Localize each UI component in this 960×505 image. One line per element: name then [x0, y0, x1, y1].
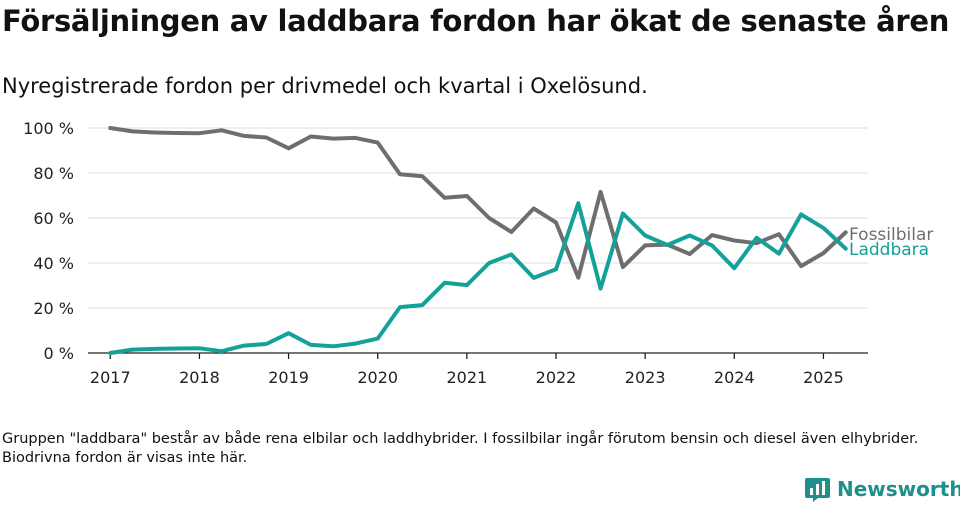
newsworthy-logo[interactable]: Newsworthy: [804, 474, 960, 504]
series-label-laddbara: Laddbara: [849, 240, 929, 260]
x-tick-label: 2025: [803, 368, 844, 387]
line-chart: 0 % 20 % 40 % 60 % 80 % 100 % 2017 2018 2019 2020…: [23, 119, 933, 387]
y-tick-label: 60 %: [33, 209, 74, 228]
chart-subtitle: Nyregistrerade fordon per drivmedel och …: [2, 74, 648, 98]
logo-text: Newsworthy: [837, 477, 960, 501]
y-tick-label: 20 %: [33, 299, 74, 318]
x-tick-label: 2018: [179, 368, 220, 387]
x-tick-label: 2020: [357, 368, 398, 387]
series-line-laddbara: [108, 201, 848, 355]
chart-title: Försäljningen av laddbara fordon har öka…: [2, 4, 950, 38]
x-tick-label: 2023: [625, 368, 666, 387]
series-line-fossilbilar: [108, 126, 848, 280]
bar-chart-icon: [805, 477, 830, 502]
x-tick-label: 2024: [714, 368, 755, 387]
series-label-fossilbilar: Fossilbilar: [849, 225, 933, 245]
x-tick-label: 2021: [446, 368, 487, 387]
y-tick-label: 40 %: [33, 254, 74, 273]
y-tick-label: 100 %: [23, 119, 74, 138]
footnote: Gruppen "laddbara" består av både rena e…: [2, 431, 919, 466]
y-tick-label: 80 %: [33, 164, 74, 183]
x-tick-label: 2019: [268, 368, 309, 387]
y-tick-label: 0 %: [44, 344, 74, 363]
x-tick-label: 2017: [90, 368, 131, 387]
x-tick-label: 2022: [536, 368, 577, 387]
